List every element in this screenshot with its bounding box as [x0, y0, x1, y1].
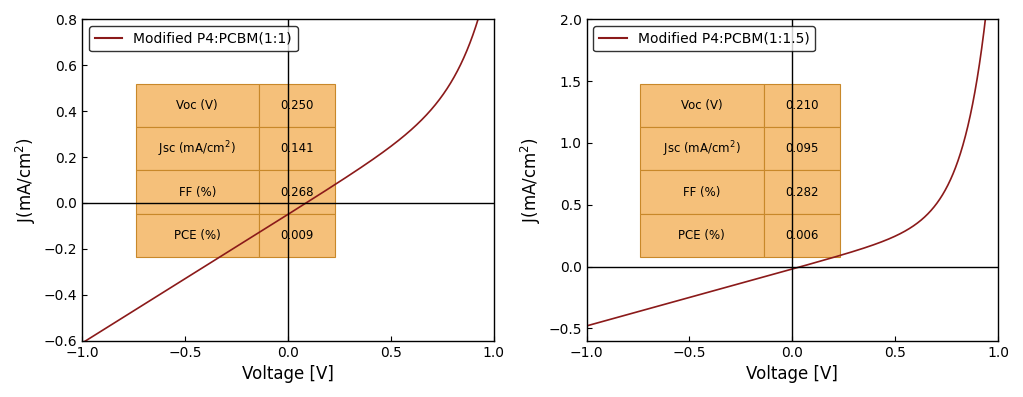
- Text: 0.141: 0.141: [280, 142, 314, 155]
- Bar: [135, 84, 259, 127]
- Y-axis label: J(mA/cm$^2$): J(mA/cm$^2$): [519, 137, 542, 223]
- Bar: [640, 214, 763, 257]
- Text: 0.282: 0.282: [785, 185, 818, 198]
- X-axis label: Voltage [V]: Voltage [V]: [747, 365, 838, 383]
- Text: PCE (%): PCE (%): [678, 229, 725, 242]
- X-axis label: Voltage [V]: Voltage [V]: [241, 365, 333, 383]
- Text: Jsc (mA/cm$^2$): Jsc (mA/cm$^2$): [663, 139, 741, 158]
- Legend: Modified P4:PCBM(1:1.5): Modified P4:PCBM(1:1.5): [593, 26, 815, 52]
- Legend: Modified P4:PCBM(1:1): Modified P4:PCBM(1:1): [89, 26, 298, 52]
- Y-axis label: J(mA/cm$^2$): J(mA/cm$^2$): [14, 137, 38, 223]
- Text: Jsc (mA/cm$^2$): Jsc (mA/cm$^2$): [159, 139, 236, 158]
- Text: 0.009: 0.009: [280, 229, 314, 242]
- Text: 0.210: 0.210: [785, 99, 818, 112]
- Bar: [640, 170, 763, 214]
- Text: FF (%): FF (%): [179, 185, 216, 198]
- Bar: [640, 84, 763, 127]
- Text: PCE (%): PCE (%): [174, 229, 221, 242]
- Bar: [763, 214, 840, 257]
- Text: 0.095: 0.095: [785, 142, 818, 155]
- Text: 0.006: 0.006: [785, 229, 818, 242]
- Bar: [135, 127, 259, 170]
- Bar: [763, 84, 840, 127]
- Text: Voc (V): Voc (V): [176, 99, 218, 112]
- Text: 0.250: 0.250: [280, 99, 314, 112]
- Bar: [259, 170, 336, 214]
- Bar: [135, 214, 259, 257]
- Bar: [259, 84, 336, 127]
- Bar: [259, 127, 336, 170]
- Bar: [135, 170, 259, 214]
- Text: 0.268: 0.268: [280, 185, 314, 198]
- Bar: [259, 214, 336, 257]
- Text: Voc (V): Voc (V): [681, 99, 722, 112]
- Text: FF (%): FF (%): [683, 185, 720, 198]
- Bar: [640, 127, 763, 170]
- Bar: [763, 127, 840, 170]
- Bar: [763, 170, 840, 214]
